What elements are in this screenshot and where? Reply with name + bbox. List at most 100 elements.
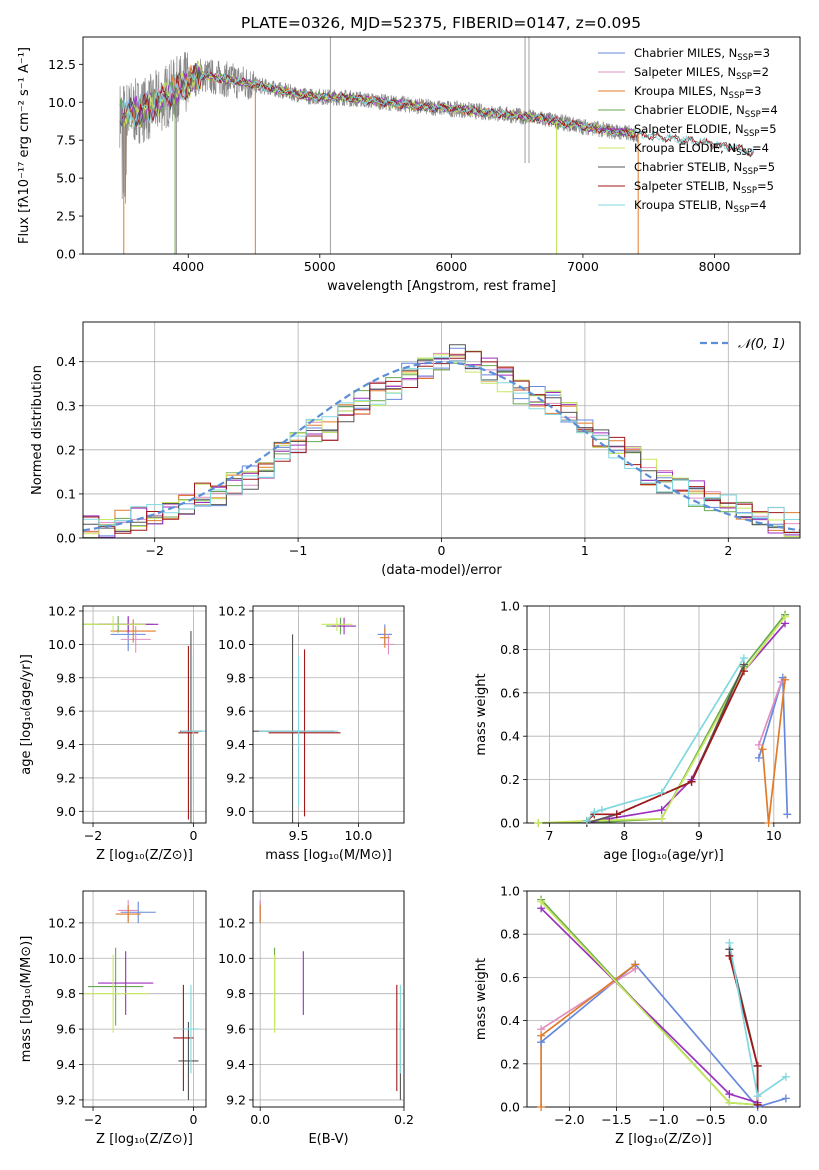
massweight-vs-age-panel: 7 8 9 10 0.0 0.2 0.4 0.6 0.8 1.0 age [log₁₀(age/yr…: [474, 599, 801, 863]
y-tick-label: 5.0: [56, 171, 76, 186]
y-tick-label: 0.0: [56, 531, 76, 546]
plot-area: [253, 617, 395, 823]
y-tick-label: 0.1: [56, 486, 76, 501]
mass-weight-line: [540, 963, 787, 1107]
legend-subscript: SSP: [742, 167, 758, 177]
legend-suffix: =4: [752, 141, 769, 155]
mass-weight-marker: [631, 960, 640, 969]
x-tick-label: −2: [145, 543, 163, 558]
y-tick-label: 0.0: [500, 816, 520, 831]
axes-frame: [82, 36, 801, 255]
legend-entry: Kroupa MILES, NSSP=3: [634, 84, 761, 101]
mass-weight-marker: [753, 1100, 762, 1109]
mass-weight-marker: [657, 814, 666, 823]
mass-weight-marker: [534, 819, 543, 827]
y-tick-label: 9.6: [226, 704, 246, 719]
y-tick-label: 1.0: [500, 599, 520, 614]
mass-weight-marker: [753, 1092, 762, 1101]
x-tick-label: −1.5: [601, 1112, 631, 1127]
y-tick-label: 0.8: [500, 642, 520, 657]
legend-subscript: SSP: [729, 91, 745, 101]
plot-area: [538, 614, 789, 823]
x-axis-label: mass [log₁₀(M/M⊙)]: [265, 848, 392, 863]
y-tick-label: 9.4: [226, 1057, 246, 1072]
y-tick-label: 7.5: [56, 133, 76, 148]
legend-entry: Chabrier MILES, NSSP=3: [634, 46, 770, 63]
legend-subscript: SSP: [736, 72, 752, 82]
legend-suffix: =5: [760, 122, 777, 136]
mass-weight-marker: [725, 1098, 734, 1107]
legend-entry: Chabrier ELODIE, NSSP=4: [634, 103, 778, 120]
mass-weight-marker: [754, 753, 763, 762]
legend-suffix: =5: [758, 160, 775, 174]
spectrum-panel: 4000 5000 6000 7000 8000 0.0 2.5 5.0 7.5 10.0 12.5…: [17, 36, 801, 294]
x-axis-label: E(B-V): [308, 1132, 348, 1147]
plot-area: [119, 37, 755, 254]
y-tick-label: 9.6: [56, 704, 76, 719]
y-tick-label: 0.8: [500, 927, 520, 942]
y-tick-label: 9.4: [56, 737, 76, 752]
mass-weight-marker: [605, 814, 614, 823]
y-tick-label: 0.4: [500, 1013, 520, 1028]
mass-weight-marker: [739, 667, 748, 676]
y-tick-label: 10.0: [48, 951, 76, 966]
x-tick-label: 2: [724, 543, 732, 558]
legend-subscript: SSP: [737, 53, 753, 63]
y-tick-label: 9.8: [226, 670, 246, 685]
x-tick-label: 5000: [304, 259, 336, 274]
y-tick-label: 9.8: [56, 986, 76, 1001]
x-tick-label: 0.0: [748, 1112, 768, 1127]
x-axis-label: age [log₁₀(age/yr)]: [603, 848, 724, 863]
x-tick-label: 8000: [699, 259, 731, 274]
y-tick-label: 0.2: [56, 442, 76, 457]
axes-frame: [252, 605, 405, 824]
y-tick-label: 10.2: [218, 604, 246, 619]
y-tick-label: 9.2: [226, 770, 246, 785]
axes-frame: [526, 605, 801, 824]
y-axis-label: mass weight: [474, 673, 489, 755]
legend-suffix: =3: [744, 84, 761, 98]
y-tick-label: 0.3: [56, 398, 76, 413]
mass-weight-line: [728, 955, 759, 1105]
x-tick-label: 0.0: [250, 1112, 270, 1127]
y-tick-label: 10.0: [48, 95, 76, 110]
mass-weight-marker: [657, 805, 666, 814]
plot-area: [83, 899, 199, 1100]
mass-vs-metallicity-panel: −2 0 9.2 9.4 9.6 9.8 10.0 10.2 Z [log₁₀(Z/Z⊙)] ma…: [19, 890, 207, 1147]
y-tick-label: 1.0: [500, 884, 520, 899]
figure-title: PLATE=0326, MJD=52375, FIBERID=0147, z=0…: [241, 14, 641, 32]
legend-subscript: SSP: [744, 129, 760, 139]
y-tick-label: 2.5: [56, 209, 76, 224]
plot-area: [259, 899, 401, 1100]
age-vs-mass-panel: 9.5 10.0 9.0 9.2 9.4 9.6 9.8 10.0 10.2 mass [log₁…: [218, 604, 405, 863]
x-tick-label: 4000: [172, 259, 204, 274]
y-tick-label: 10.0: [48, 637, 76, 652]
mass-weight-marker: [781, 612, 790, 621]
axes-frame: [252, 890, 405, 1108]
y-tick-label: 10.2: [218, 915, 246, 930]
legend-entry: Salpeter STELIB, NSSP=5: [634, 179, 774, 196]
y-tick-label: 10.0: [218, 951, 246, 966]
x-tick-label: −1.0: [648, 1112, 678, 1127]
model-fit-line: [122, 71, 755, 155]
y-tick-label: 9.4: [226, 737, 246, 752]
legend-entry: Salpeter MILES, NSSP=2: [634, 65, 769, 82]
y-tick-label: 9.6: [56, 1022, 76, 1037]
y-tick-label: 12.5: [48, 57, 76, 72]
legend-entry: Kroupa ELODIE, NSSP=4: [634, 141, 769, 158]
mass-weight-marker: [582, 816, 591, 825]
mass-weight-marker: [537, 1031, 546, 1040]
mass-weight-marker: [754, 740, 763, 749]
mass-weight-marker: [612, 810, 621, 819]
mass-weight-marker: [537, 897, 546, 906]
y-tick-label: 9.8: [226, 986, 246, 1001]
legend-subscript: SSP: [745, 110, 761, 120]
x-axis-label: (data-model)/error: [381, 563, 502, 578]
y-tick-label: 0.6: [500, 685, 520, 700]
mass-weight-line: [540, 901, 758, 1106]
y-tick-label: 9.8: [56, 670, 76, 685]
x-axis-label: wavelength [Angstrom, rest frame]: [327, 279, 556, 294]
mass-weight-line: [586, 664, 745, 823]
x-axis-label: Z [log₁₀(Z/Z⊙)]: [615, 1132, 712, 1147]
y-tick-label: 0.4: [500, 729, 520, 744]
